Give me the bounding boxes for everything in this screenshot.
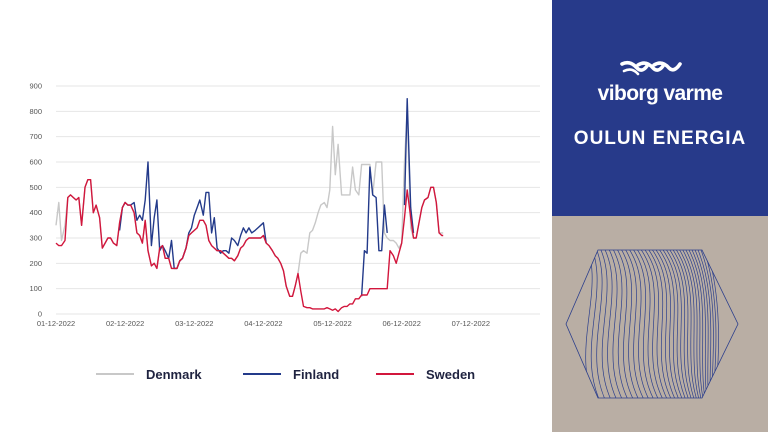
legend-item-finland: Finland [243,362,339,386]
legend-swatch [376,373,414,375]
chart-grid [56,85,540,315]
chart-legend: Denmark Finland Sweden [0,362,552,386]
x-tick-label: 05-12-2022 [313,319,351,328]
legend-label: Finland [293,366,340,382]
viborg-varme-logo: viborg varme [552,60,768,110]
y-tick-label: 400 [29,208,42,217]
y-tick-label: 100 [29,284,42,293]
legend-item-denmark: Denmark [96,362,202,386]
y-tick-label: 800 [29,107,42,116]
y-tick-label: 0 [38,310,42,319]
y-axis: 0 100 200 300 400 500 600 700 800 900 [29,82,42,319]
x-tick-label: 06-12-2022 [383,319,421,328]
series-line-denmark [55,110,444,297]
legend-label: Denmark [146,366,202,382]
viborg-wave-icon [620,60,682,76]
x-tick-label: 01-12-2022 [37,319,75,328]
x-tick-label: 07-12-2022 [452,319,490,328]
y-tick-label: 700 [29,132,42,141]
series-line-finland [403,97,415,233]
y-tick-label: 600 [29,158,42,167]
hexagon-line-art-icon [565,249,739,399]
viborg-varme-wordmark: viborg varme [597,82,723,105]
series-line-finland [360,166,388,297]
y-tick-label: 200 [29,259,42,268]
series-line-sweden [55,178,444,313]
y-tick-label: 300 [29,234,42,243]
legend-label: Sweden [426,366,476,382]
y-tick-label: 500 [29,183,42,192]
y-tick-label: 900 [29,82,42,91]
brand-panel-blue: viborg varme OULUN ENERGIA [552,0,768,216]
x-axis: 01-12-2022 02-12-2022 03-12-2022 04-12-2022… [37,319,490,328]
series-line-finland [118,161,267,270]
legend-swatch [96,373,134,375]
oulun-energia-wordmark: OULUN ENERGIA [573,128,747,149]
legend-item-sweden: Sweden [376,362,475,386]
brand-panel-taupe [552,216,768,432]
x-tick-label: 03-12-2022 [175,319,213,328]
chart-series [55,97,444,313]
chart-area: 0 100 200 300 400 500 600 700 800 900 01-12-2022 0… [29,81,540,328]
legend-swatch [243,373,281,375]
x-tick-label: 04-12-2022 [244,319,282,328]
x-tick-label: 02-12-2022 [106,319,144,328]
